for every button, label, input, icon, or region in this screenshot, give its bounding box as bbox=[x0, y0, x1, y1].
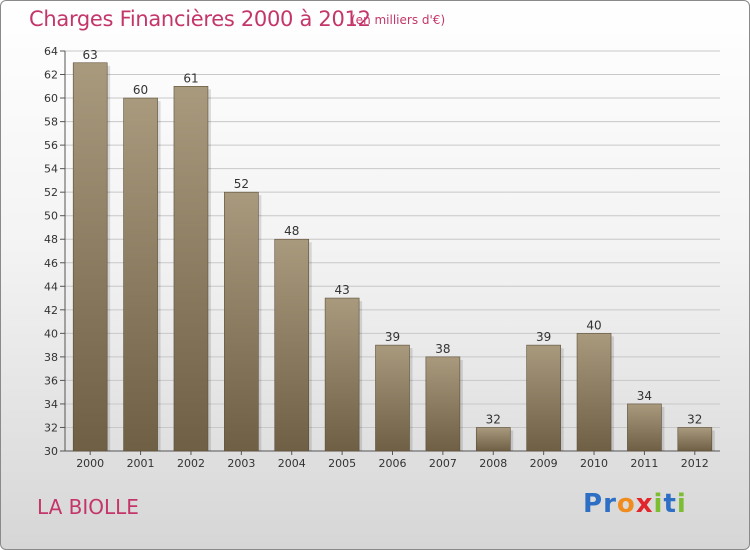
y-tick-label: 36 bbox=[44, 374, 58, 387]
y-tick-label: 64 bbox=[44, 45, 58, 58]
chart-title: Charges Financières 2000 à 2012 bbox=[29, 7, 371, 31]
y-tick-label: 62 bbox=[44, 69, 58, 82]
bar bbox=[123, 97, 158, 452]
data-label: 39 bbox=[536, 330, 551, 344]
bar bbox=[425, 356, 461, 452]
bar bbox=[324, 297, 360, 452]
bar bbox=[627, 403, 662, 452]
logo-letter: i bbox=[676, 489, 687, 519]
bar bbox=[224, 191, 259, 452]
data-label: 38 bbox=[435, 342, 450, 356]
chart-unit-label: (en milliers d'€) bbox=[351, 13, 446, 27]
logo-letter: o bbox=[616, 489, 636, 519]
bars bbox=[72, 62, 715, 452]
logo-letter: x bbox=[635, 489, 654, 519]
y-tick-label: 30 bbox=[44, 445, 58, 458]
x-tick-label: 2010 bbox=[580, 457, 608, 470]
x-tick-label: 2001 bbox=[127, 457, 155, 470]
y-tick-label: 58 bbox=[44, 116, 58, 129]
x-tick-label: 2012 bbox=[681, 457, 709, 470]
bar bbox=[173, 85, 209, 452]
bar bbox=[274, 238, 310, 452]
proxiti-logo: Proxiti bbox=[583, 489, 687, 519]
y-tick-label: 54 bbox=[44, 163, 58, 176]
logo-letter: t bbox=[663, 489, 677, 519]
data-label: 61 bbox=[183, 71, 198, 85]
x-tick-label: 2002 bbox=[177, 457, 205, 470]
x-tick-label: 2000 bbox=[76, 457, 104, 470]
bar bbox=[576, 333, 612, 452]
bar bbox=[526, 344, 561, 452]
data-label: 34 bbox=[637, 389, 652, 403]
x-tick-label: 2004 bbox=[278, 457, 306, 470]
y-tick-label: 60 bbox=[44, 92, 58, 105]
data-label: 39 bbox=[385, 330, 400, 344]
data-label: 40 bbox=[586, 318, 601, 332]
x-tick-label: 2005 bbox=[328, 457, 356, 470]
x-tick-label: 2009 bbox=[530, 457, 558, 470]
y-tick-label: 56 bbox=[44, 139, 58, 152]
data-label: 52 bbox=[234, 177, 249, 191]
data-label: 32 bbox=[486, 412, 501, 426]
logo-letter: r bbox=[603, 489, 617, 519]
data-labels: 63 60 61 52 48 43 39 38 32 39 40 34 32 bbox=[83, 48, 703, 427]
x-tick-label: 2008 bbox=[479, 457, 507, 470]
logo-letter: i bbox=[653, 489, 664, 519]
y-tick-label: 42 bbox=[44, 304, 58, 317]
logo-letter: P bbox=[583, 489, 604, 519]
axes: 30 32 34 36 38 40 42 44 46 48 50 52 54 56 58 60 62 64 2000… bbox=[44, 45, 720, 470]
y-tick-label: 46 bbox=[44, 257, 58, 270]
data-label: 60 bbox=[133, 83, 148, 97]
y-tick-label: 32 bbox=[44, 421, 58, 434]
bar bbox=[475, 427, 511, 452]
bar bbox=[72, 62, 108, 452]
y-tick-label: 44 bbox=[44, 280, 58, 293]
x-tick-label: 2007 bbox=[429, 457, 457, 470]
commune-name: LA BIOLLE bbox=[37, 495, 139, 519]
bar bbox=[375, 344, 410, 452]
bar bbox=[677, 427, 713, 452]
x-tick-label: 2003 bbox=[227, 457, 255, 470]
y-tick-label: 52 bbox=[44, 186, 58, 199]
y-tick-label: 34 bbox=[44, 398, 58, 411]
y-tick-label: 48 bbox=[44, 233, 58, 246]
data-label: 48 bbox=[284, 224, 299, 238]
y-tick-label: 40 bbox=[44, 327, 58, 340]
x-tick-label: 2006 bbox=[379, 457, 407, 470]
y-tick-label: 38 bbox=[44, 351, 58, 364]
x-tick-label: 2011 bbox=[630, 457, 658, 470]
data-label: 32 bbox=[687, 412, 702, 426]
y-tick-label: 50 bbox=[44, 210, 58, 223]
data-label: 63 bbox=[83, 48, 98, 62]
data-label: 43 bbox=[334, 283, 349, 297]
